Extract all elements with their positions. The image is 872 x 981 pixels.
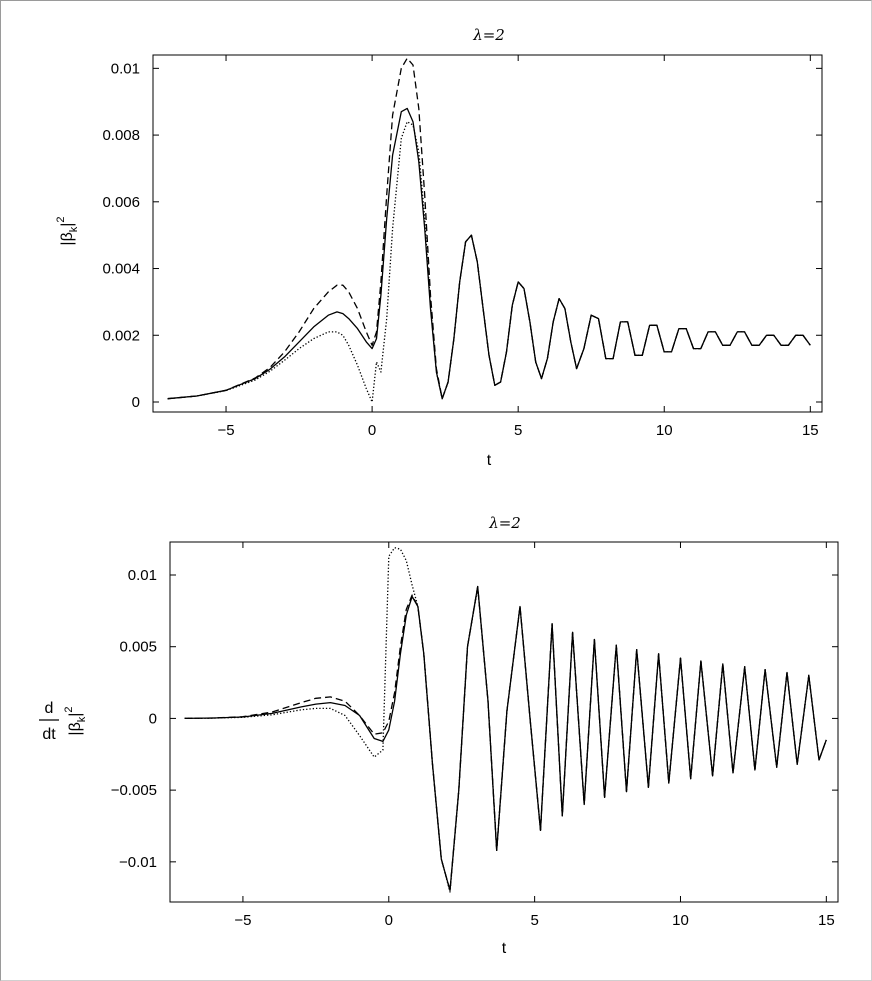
y-axis-label-close: | — [59, 223, 76, 227]
y-axis: 0 0.002 0.004 0.006 0.008 0.01 — [102, 60, 822, 411]
series-group — [167, 57, 811, 403]
series-group — [184, 547, 827, 893]
y-axis: −0.01 −0.005 0 0.005 0.01 — [111, 567, 838, 871]
chart-bottom-panel: λ=2 −5 0 5 10 15 −0.01 −0.005 0 0.005 0.01 t d d… — [39, 514, 839, 957]
y-tick-label: 0.005 — [119, 639, 157, 656]
y-axis-label: d dt |βk|2 — [39, 700, 88, 743]
y-axis-label: |βk|2 — [55, 216, 80, 245]
x-axis: −5 0 5 10 15 — [234, 542, 835, 929]
x-axis-label: t — [502, 940, 507, 957]
chart-top-panel: λ=2 −5 0 5 10 15 0 0.002 0.004 0.006 0.008 0.01 t… — [55, 26, 823, 469]
y-axis-label-sup: 2 — [55, 216, 67, 222]
y-axis-label-sub: k — [76, 716, 88, 722]
x-tick-label: 0 — [385, 912, 393, 929]
series-line-dotted — [167, 121, 811, 403]
series-line-dashed — [167, 57, 811, 400]
x-tick-label: −5 — [234, 912, 251, 929]
series-line-dashed — [184, 585, 827, 892]
x-tick-label: −5 — [217, 422, 234, 439]
chart-title: λ=2 — [488, 514, 521, 532]
y-tick-label: 0.01 — [128, 567, 157, 584]
y-axis-label-dt: dt — [42, 726, 56, 743]
y-tick-label: 0.008 — [102, 127, 140, 144]
series-line-solid — [184, 585, 827, 892]
y-axis-label-d: d — [45, 700, 54, 717]
series-line-dotted — [184, 547, 827, 893]
y-tick-label: 0.002 — [102, 327, 140, 344]
y-tick-label: 0 — [132, 394, 140, 411]
x-tick-label: 5 — [530, 912, 538, 929]
y-tick-label: 0.004 — [102, 261, 140, 278]
svg-text:|βk|2: |βk|2 — [63, 706, 88, 735]
y-axis-label-sub: k — [68, 226, 80, 232]
y-axis-label-main: |β — [67, 722, 84, 735]
x-tick-label: 10 — [672, 912, 689, 929]
x-tick-label: 0 — [368, 422, 376, 439]
x-tick-label: 10 — [656, 422, 673, 439]
y-tick-label: −0.01 — [119, 854, 157, 871]
plot-frame — [169, 541, 839, 903]
x-axis-label: t — [487, 452, 492, 469]
svg-text:|βk|2: |βk|2 — [55, 216, 80, 245]
x-tick-label: 15 — [802, 422, 819, 439]
x-tick-label: 5 — [514, 422, 522, 439]
y-tick-label: 0 — [149, 710, 157, 727]
y-axis-label-sup: 2 — [63, 706, 75, 712]
x-axis: −5 0 5 10 15 — [217, 55, 819, 439]
chart-title: λ=2 — [472, 26, 505, 44]
y-tick-label: −0.005 — [111, 782, 157, 799]
y-axis-label-close: | — [67, 713, 84, 717]
y-tick-label: 0.006 — [102, 194, 140, 211]
y-tick-label: 0.01 — [111, 60, 140, 77]
y-axis-label-main: |β — [59, 232, 76, 245]
plot-frame — [152, 54, 823, 413]
x-tick-label: 15 — [818, 912, 835, 929]
